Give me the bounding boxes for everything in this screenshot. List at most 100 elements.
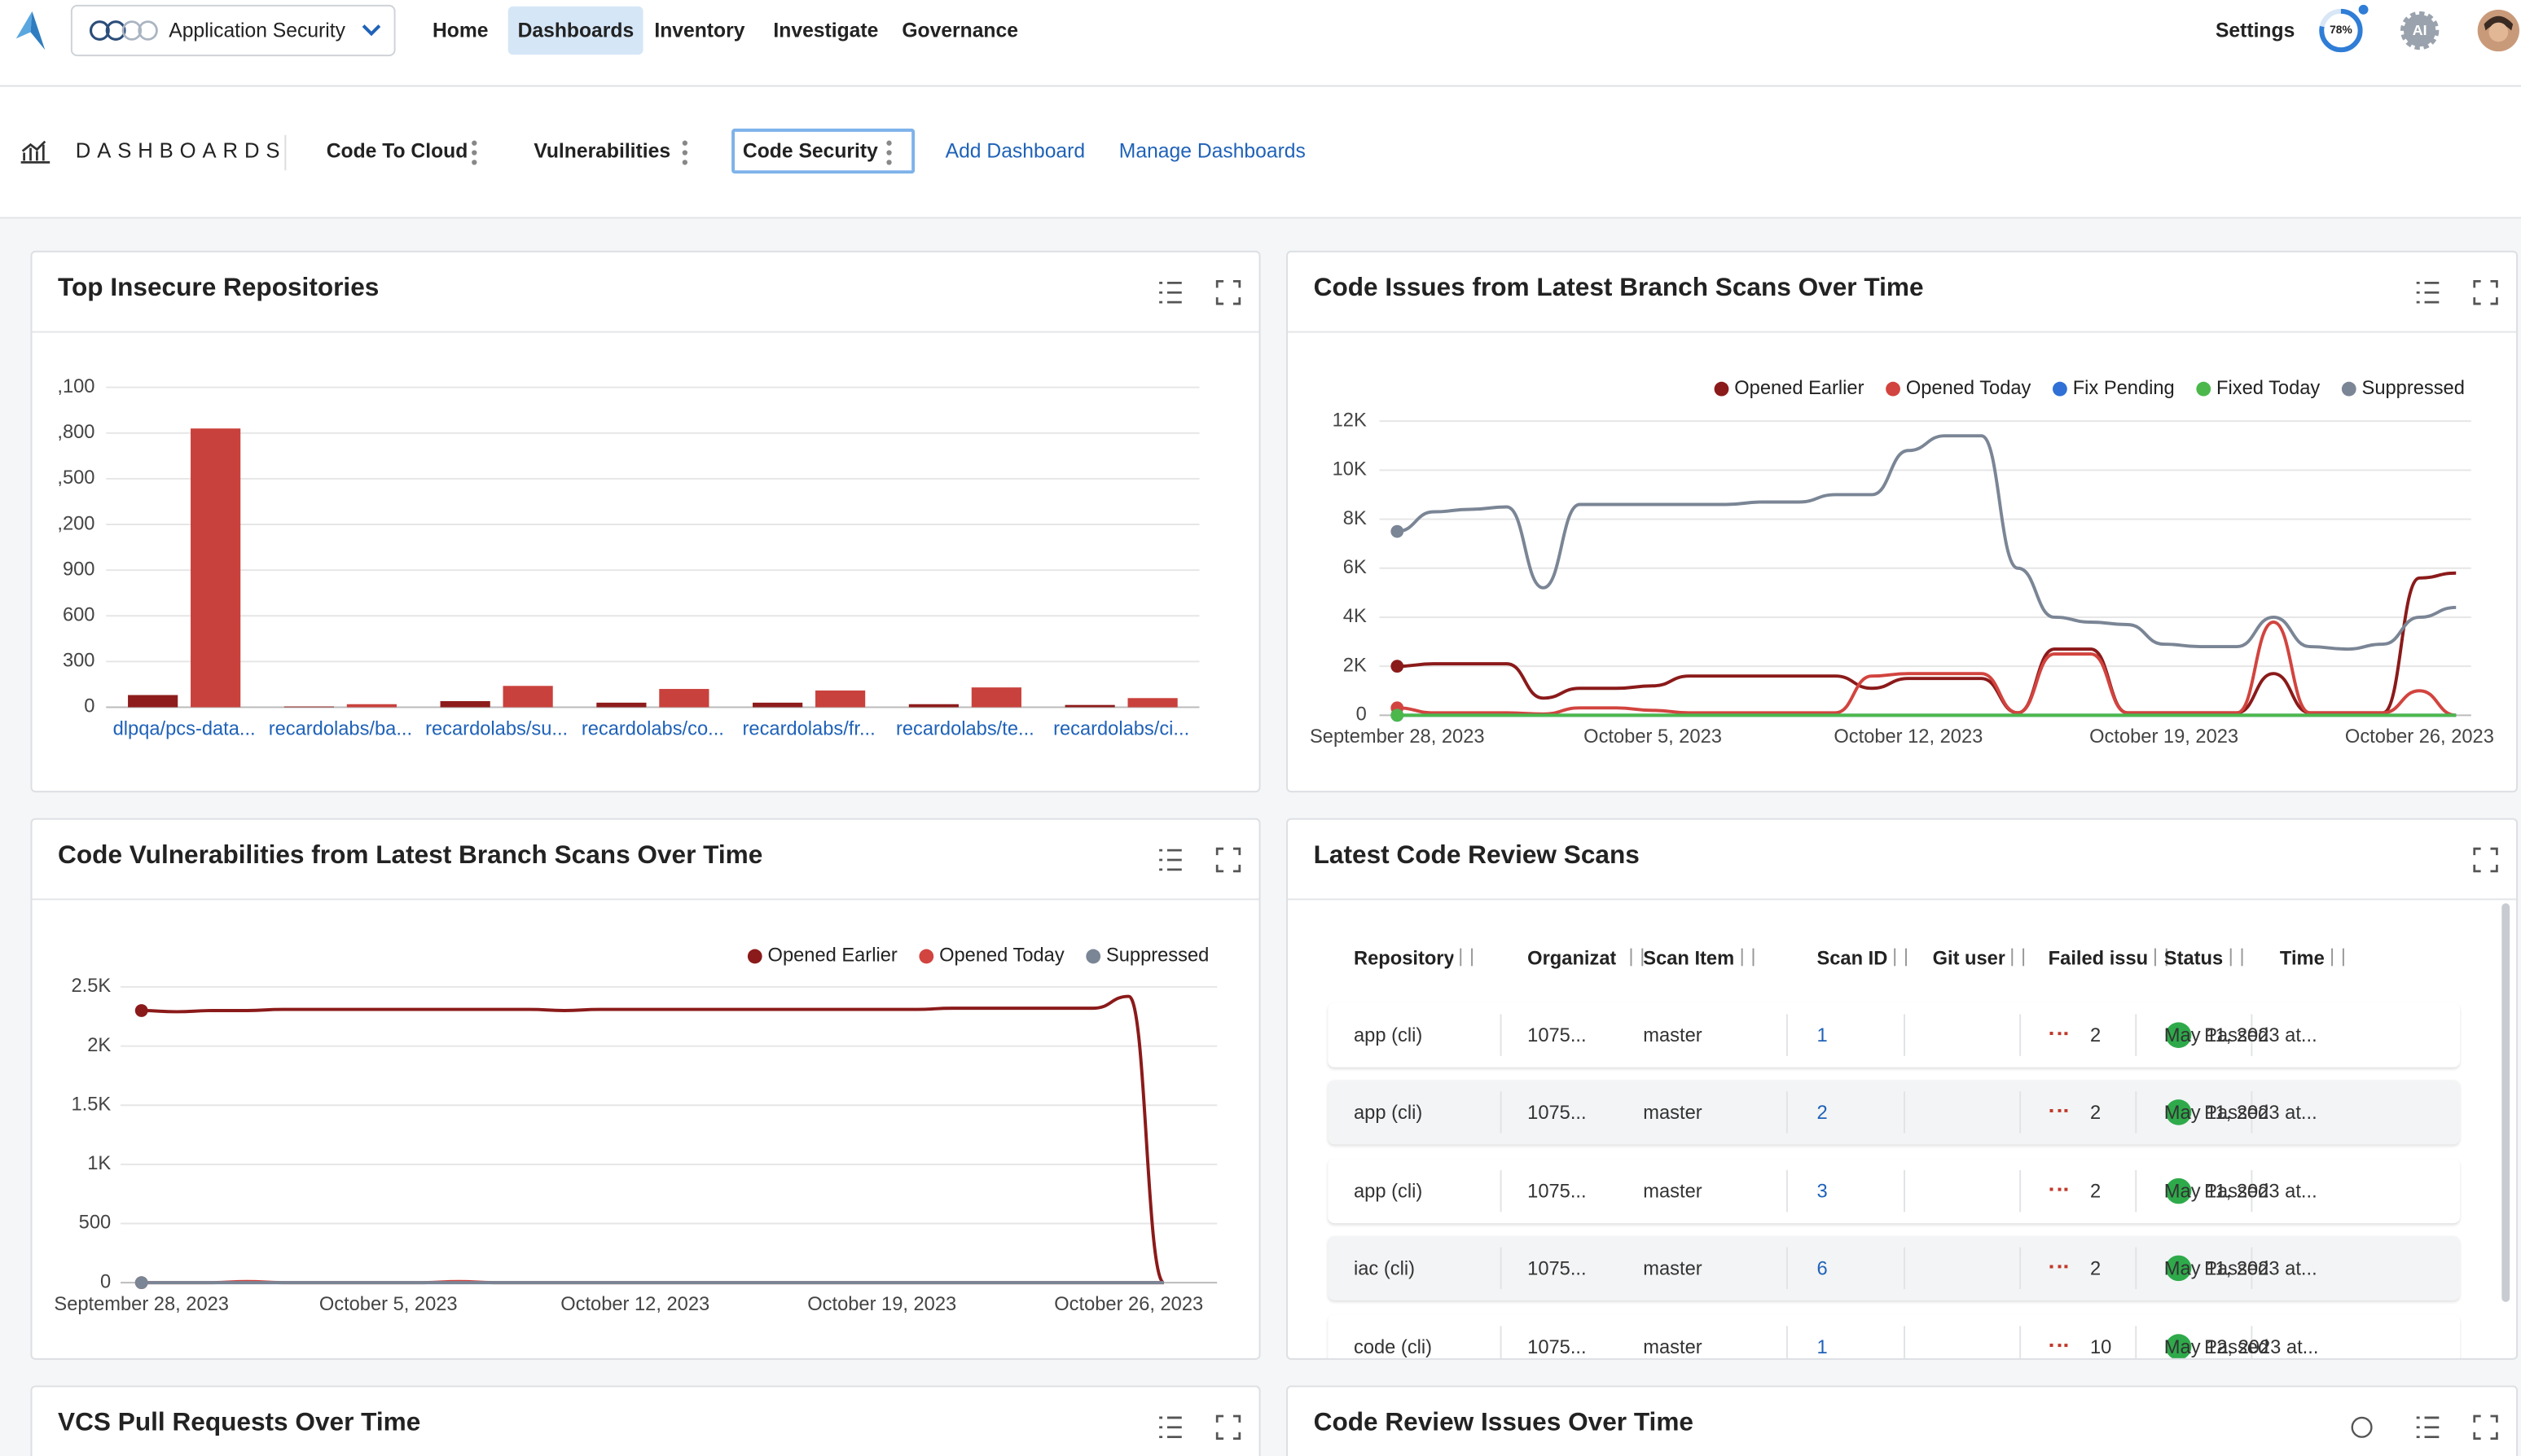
- y-tick-label: ,200: [57, 513, 94, 534]
- table-cell: May 11, 2023 at...: [2164, 1099, 2317, 1125]
- dashboard-tab[interactable]: Vulnerabilities: [534, 129, 670, 175]
- nav-item[interactable]: Investigate: [764, 7, 889, 55]
- dashboard-tab[interactable]: Code To Cloud: [327, 129, 468, 175]
- cell-divider: [1786, 1326, 1788, 1359]
- column-header[interactable]: Organizat: [1527, 945, 1616, 971]
- x-tick-label[interactable]: recardolabs/co...: [582, 718, 724, 739]
- ai-button[interactable]: AI: [2397, 8, 2442, 53]
- y-tick-label: ,800: [57, 422, 94, 443]
- x-tick-label[interactable]: recardolabs/ba...: [269, 718, 412, 739]
- failed-icon: [2050, 1344, 2068, 1350]
- bar: [191, 428, 240, 707]
- list-icon[interactable]: [1159, 1418, 1182, 1437]
- y-tick-label: ,100: [57, 376, 94, 397]
- column-header[interactable]: Repository: [1354, 945, 1453, 971]
- avatar[interactable]: [2476, 8, 2521, 53]
- x-tick-label: October 19, 2023: [2089, 726, 2238, 748]
- product-select[interactable]: Application Security: [71, 5, 396, 56]
- refresh-icon[interactable]: [2349, 1414, 2375, 1441]
- scrollbar[interactable]: [2501, 903, 2510, 1302]
- nav-item[interactable]: Dashboards: [508, 7, 643, 55]
- column-header[interactable]: Failed issu: [2049, 945, 2148, 971]
- table-cell: master: [1643, 1178, 1702, 1204]
- tab-menu[interactable]: [469, 140, 479, 166]
- manage-dashboards[interactable]: Manage Dashboards: [1119, 129, 1306, 175]
- tab-menu[interactable]: [680, 140, 690, 166]
- y-tick-label: 1.5K: [71, 1094, 111, 1115]
- scan-id-link[interactable]: 6: [1816, 1256, 1827, 1282]
- legend-label: Suppressed: [1106, 945, 1209, 967]
- x-tick-label[interactable]: recardolabs/fr...: [743, 718, 876, 739]
- scan-id-link[interactable]: 3: [1816, 1178, 1827, 1204]
- column-header[interactable]: Git user: [1933, 945, 2006, 971]
- table-cell: 1075...: [1527, 1178, 1586, 1204]
- cell-divider: [2135, 1170, 2137, 1212]
- cell-divider: [2135, 1248, 2137, 1289]
- line: [142, 997, 1164, 1283]
- bar: [753, 703, 802, 708]
- y-tick-label: 300: [63, 651, 95, 672]
- table-cell: app (cli): [1354, 1099, 1422, 1125]
- progress-ring[interactable]: 78%: [2315, 5, 2369, 56]
- x-tick-label[interactable]: recardolabs/te...: [896, 718, 1034, 739]
- y-tick-label: 900: [63, 559, 95, 580]
- dashboards-icon: [20, 138, 51, 164]
- y-tick-label: 500: [79, 1213, 112, 1234]
- nav-item[interactable]: Inventory: [645, 7, 755, 55]
- table-cell: 10: [2090, 1334, 2111, 1360]
- product-name: Application Security: [169, 7, 345, 55]
- list-icon[interactable]: [2417, 1418, 2440, 1437]
- x-tick-label: September 28, 2023: [1310, 726, 1485, 748]
- nav-item[interactable]: Home: [423, 7, 498, 55]
- column-header[interactable]: Status: [2164, 945, 2223, 971]
- panel: VCS Pull Requests Over Time: [31, 1385, 1261, 1456]
- x-tick-label[interactable]: dlpqa/pcs-data...: [113, 718, 256, 739]
- cell-divider: [1500, 1170, 1502, 1212]
- y-tick-label: 2K: [87, 1035, 111, 1056]
- bar: [972, 687, 1021, 707]
- scan-id-link[interactable]: 1: [1816, 1334, 1827, 1360]
- sort-icon: [1741, 949, 1755, 967]
- sort-icon: [2230, 949, 2243, 967]
- expand-icon[interactable]: [1217, 1416, 1240, 1439]
- y-tick-label: 2K: [1343, 655, 1367, 676]
- scan-id-link[interactable]: 1: [1816, 1022, 1827, 1048]
- cell-divider: [2135, 1326, 2137, 1359]
- expand-icon[interactable]: [2475, 849, 2497, 871]
- y-tick-label: 1K: [87, 1153, 111, 1174]
- cell-divider: [1904, 1014, 1905, 1055]
- x-tick-label[interactable]: recardolabs/su...: [425, 718, 568, 739]
- nav-item[interactable]: Governance: [892, 7, 1027, 55]
- table-cell: master: [1643, 1099, 1702, 1125]
- cell-divider: [2135, 1014, 2137, 1055]
- table-cell: iac (cli): [1354, 1256, 1415, 1282]
- add-dashboard[interactable]: Add Dashboard: [946, 129, 1085, 175]
- point: [135, 1276, 148, 1289]
- legend-label: Opened Today: [939, 945, 1065, 967]
- panel-title: VCS Pull Requests Over Time: [58, 1410, 420, 1439]
- panel-title: Latest Code Review Scans: [1314, 842, 1640, 871]
- scan-id-link[interactable]: 2: [1816, 1099, 1827, 1125]
- table-cell: 1075...: [1527, 1099, 1586, 1125]
- bar: [347, 704, 397, 708]
- sort-icon: [2011, 949, 2024, 967]
- dashboard-tab[interactable]: Code Security: [743, 129, 878, 175]
- legend-swatch: [1086, 949, 1100, 964]
- sort-icon: [2331, 949, 2344, 967]
- progress-label: 78%: [2330, 23, 2352, 36]
- logo[interactable]: [10, 10, 51, 51]
- panel: Latest Code Review Scans Repository Organ…: [1286, 818, 2518, 1360]
- column-header[interactable]: Scan Item: [1643, 945, 1734, 971]
- x-tick-label[interactable]: recardolabs/ci...: [1053, 718, 1189, 739]
- settings[interactable]: Settings: [2206, 7, 2304, 55]
- product-icon: [89, 20, 160, 42]
- column-header[interactable]: Scan ID: [1816, 945, 1887, 971]
- tab-menu[interactable]: [885, 140, 894, 166]
- column-header[interactable]: Time: [2280, 945, 2325, 971]
- table-cell: app (cli): [1354, 1022, 1422, 1048]
- table-cell: May 11, 2023 at...: [2164, 1256, 2317, 1282]
- table-cell: master: [1643, 1256, 1702, 1282]
- cell-divider: [2019, 1326, 2021, 1359]
- expand-icon[interactable]: [2475, 1416, 2497, 1439]
- bar: [1128, 698, 1178, 707]
